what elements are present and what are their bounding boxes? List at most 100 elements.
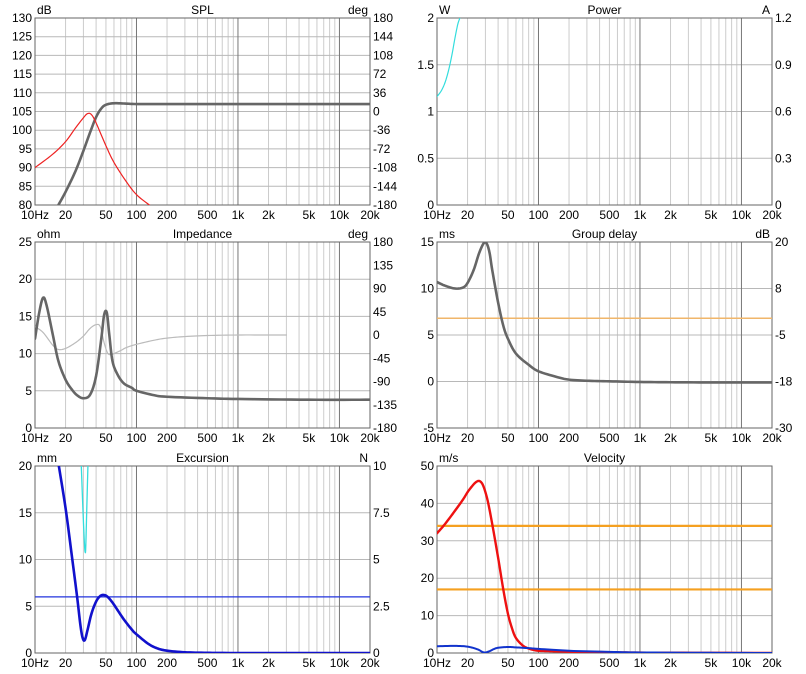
excursion-x-tick: 20: [59, 656, 73, 670]
excursion-y-left-tick: 20: [19, 459, 33, 473]
group-delay-x-tick: 10Hz: [423, 431, 451, 445]
velocity-series-velocity-red: [437, 479, 772, 653]
impedance-series-group: [35, 296, 370, 402]
power-x-tick: 10Hz: [423, 208, 451, 222]
impedance-series-impedance: [35, 296, 370, 402]
power-y-left-tick: 0.5: [417, 151, 434, 165]
excursion-y-right-tick: 10: [373, 459, 387, 473]
velocity-left-unit: m/s: [439, 451, 458, 465]
velocity-series-group: [437, 479, 772, 653]
spl-y-right-tick: -72: [373, 142, 391, 156]
spl-y-right-tick: -144: [373, 179, 397, 193]
spl-y-left-tick: 130: [12, 11, 32, 25]
spl-y-left-tick: 85: [19, 179, 33, 193]
excursion-x-tick: 1k: [232, 656, 246, 670]
spl-frame: [34, 17, 371, 206]
excursion-y-left-tick: 5: [25, 599, 32, 613]
group-delay-title: Group delay: [572, 227, 637, 241]
excursion-y-right-tick: 0: [373, 646, 380, 660]
power-y-left-tick: 1.5: [417, 58, 434, 72]
group-delay-x-tick: 10k: [732, 431, 752, 445]
spl-y-left-tick: 115: [13, 67, 32, 81]
group-delay-y-right-tick: -5: [775, 328, 786, 342]
excursion-x-tick: 20k: [360, 656, 380, 670]
power-y-left-tick: 2: [427, 11, 434, 25]
velocity-y-left-tick: 10: [421, 609, 435, 623]
excursion-right-unit: N: [359, 451, 368, 465]
group-delay-right-unit: dB: [755, 227, 770, 241]
group-delay-y-left-tick: 0: [427, 375, 434, 389]
spl-x-tick: 1k: [232, 208, 246, 222]
spl-y-left-tick: 125: [12, 30, 32, 44]
spl-y-right-tick: 144: [373, 30, 393, 44]
impedance-y-right-tick: -135: [373, 398, 397, 412]
impedance-title: Impedance: [173, 227, 233, 241]
power-y-right-tick: 0: [775, 198, 782, 212]
excursion-y-right-tick: 5: [373, 553, 380, 567]
spl-x-tick: 20: [59, 208, 73, 222]
impedance-y-right-tick: 90: [373, 282, 387, 296]
power-y-right-tick: 1.2: [775, 11, 792, 25]
excursion-y-left-tick: 10: [19, 553, 33, 567]
power-x-tick: 100: [528, 208, 548, 222]
excursion-series-excursion: [57, 466, 370, 653]
excursion-left-unit: mm: [37, 451, 57, 465]
impedance-x-tick: 50: [99, 431, 113, 445]
group-delay-left-unit: ms: [439, 227, 455, 241]
impedance-y-right-tick: -45: [373, 351, 391, 365]
excursion-x-tick: 2k: [262, 656, 276, 670]
velocity-x-tick: 1k: [634, 656, 648, 670]
group-delay-x-tick: 2k: [664, 431, 678, 445]
excursion-x-tick: 50: [99, 656, 113, 670]
power-y-right-tick: 0.6: [775, 105, 792, 119]
impedance-y-left-tick: 5: [25, 384, 32, 398]
excursion-x-tick: 10Hz: [21, 656, 49, 670]
impedance-y-right-tick: 45: [373, 305, 387, 319]
impedance-x-tick: 20k: [360, 431, 380, 445]
impedance-left-unit: ohm: [37, 227, 60, 241]
velocity-y-left-tick: 30: [421, 534, 435, 548]
spl-x-tick: 200: [157, 208, 177, 222]
spl-x-tick: 50: [99, 208, 113, 222]
group-delay-y-left-tick: 15: [421, 235, 435, 249]
impedance-x-tick: 100: [126, 431, 146, 445]
group-delay-x-tick: 100: [528, 431, 548, 445]
impedance-y-left-tick: 0: [25, 421, 32, 435]
excursion-series-group: [35, 466, 370, 653]
group-delay-y-left-tick: -5: [423, 421, 434, 435]
group-delay-x-tick: 200: [559, 431, 579, 445]
velocity-x-tick: 5k: [705, 656, 719, 670]
power-title: Power: [587, 3, 621, 17]
power-x-tick: 10k: [732, 208, 752, 222]
velocity-title: Velocity: [584, 451, 625, 465]
spl-series-group: [35, 101, 370, 205]
group-delay-y-right-tick: 8: [775, 282, 782, 296]
impedance-y-right-tick: -90: [373, 375, 391, 389]
spl-x-tick: 100: [126, 208, 146, 222]
velocity-x-tick: 20k: [762, 656, 782, 670]
impedance-x-tick: 10k: [330, 431, 350, 445]
group-delay-y-right-tick: -30: [775, 421, 793, 435]
spl-x-tick: 20k: [360, 208, 380, 222]
spl-title: SPL: [191, 3, 214, 17]
group-delay-series-group: [437, 242, 772, 384]
impedance-y-right-tick: -180: [373, 421, 397, 435]
impedance-y-right-tick: 0: [373, 328, 380, 342]
excursion-y-right-tick: 7.5: [373, 506, 390, 520]
group-delay-x-tick: 20: [461, 431, 475, 445]
power-x-tick: 50: [501, 208, 515, 222]
velocity-x-tick: 50: [501, 656, 515, 670]
excursion-x-tick: 500: [197, 656, 217, 670]
group-delay-y-right-tick: -18: [775, 375, 793, 389]
spl-y-right-tick: 0: [373, 105, 380, 119]
group-delay-y-left-tick: 10: [421, 282, 435, 296]
impedance-y-left-tick: 15: [19, 309, 33, 323]
velocity-series-velocity-blue: [437, 644, 772, 653]
spl-x-tick: 10k: [330, 208, 350, 222]
velocity-x-tick: 100: [528, 656, 548, 670]
power-y-right-tick: 0.9: [775, 58, 792, 72]
group-delay-series-group-delay: [437, 242, 772, 384]
